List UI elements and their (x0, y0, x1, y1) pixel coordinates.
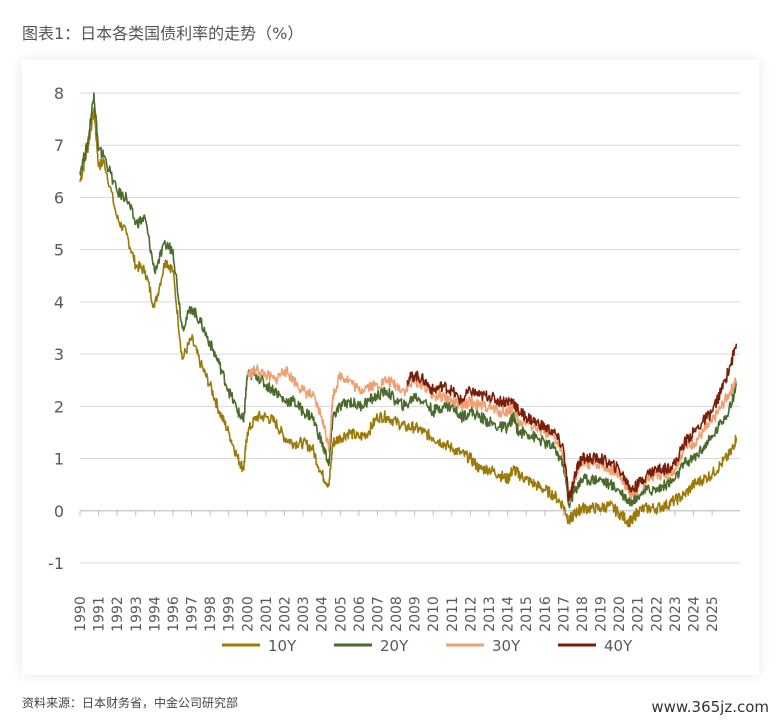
x-tick-label: 2023 (668, 596, 684, 632)
y-tick-label: 2 (54, 397, 64, 416)
x-tick-label: 1999 (222, 596, 238, 632)
y-tick-label: 3 (54, 345, 64, 364)
x-tick-label: 2024 (687, 596, 703, 632)
y-tick-label: 6 (54, 188, 64, 207)
x-tick-label: 2019 (594, 596, 610, 632)
chart-card (22, 60, 759, 675)
x-tick-label: 1991 (92, 596, 108, 632)
x-tick-label: 2002 (278, 596, 294, 632)
x-tick-label: 2017 (556, 596, 572, 632)
x-tick-label: 2005 (333, 596, 349, 632)
y-tick-label: 0 (54, 502, 64, 521)
x-tick-label: 2012 (463, 596, 479, 632)
legend-label-20y: 20Y (380, 637, 409, 655)
series-line-30y (246, 364, 738, 504)
y-tick-label: -1 (48, 554, 64, 573)
legend-label-40y: 40Y (604, 637, 633, 655)
x-tick-label: 2007 (370, 596, 386, 632)
x-tick-label: 1992 (110, 596, 126, 632)
source-note: 资料来源：日本财务省，中金公司研究部 (22, 696, 239, 710)
x-tick-label: 2021 (631, 596, 647, 632)
x-tick-label: 1996 (166, 596, 182, 632)
series-line-10y (79, 106, 738, 528)
x-tick-label: 2020 (612, 596, 628, 632)
watermark: www.365jz.com (651, 698, 769, 716)
legend-label-30y: 30Y (492, 637, 521, 655)
x-tick-label: 1990 (73, 596, 89, 632)
y-tick-label: 4 (54, 293, 64, 312)
y-tick-label: 7 (54, 136, 64, 155)
x-tick-label: 2015 (519, 596, 535, 632)
x-tick-label: 2001 (259, 596, 275, 632)
x-tick-label: 2025 (705, 596, 721, 632)
x-tick-label: 2004 (315, 596, 331, 632)
x-tick-label: 2022 (649, 596, 665, 632)
x-tick-label: 2006 (352, 596, 368, 632)
series-line-40y (406, 343, 738, 502)
legend-label-10y: 10Y (268, 637, 297, 655)
x-tick-label: 1994 (147, 596, 163, 632)
y-tick-label: 8 (54, 84, 64, 103)
x-tick-label: 2011 (445, 596, 461, 632)
x-tick-label: 1998 (203, 596, 219, 632)
x-tick-label: 2008 (389, 596, 405, 632)
x-tick-label: 2000 (240, 596, 256, 632)
chart-title: 图表1：日本各类国债利率的走势（%） (22, 24, 304, 43)
x-tick-label: 2013 (482, 596, 498, 632)
x-tick-label: 2018 (575, 596, 591, 632)
x-tick-label: 2010 (426, 596, 442, 632)
series-line-20y (79, 92, 738, 509)
x-tick-label: 2003 (296, 596, 312, 632)
x-tick-label: 1993 (129, 596, 145, 632)
y-tick-label: 5 (54, 241, 64, 260)
x-tick-label: 2014 (501, 596, 517, 632)
x-tick-label: 2016 (538, 596, 554, 632)
x-tick-label: 1997 (185, 596, 201, 632)
y-tick-label: 1 (54, 450, 64, 469)
x-tick-label: 2009 (408, 596, 424, 632)
